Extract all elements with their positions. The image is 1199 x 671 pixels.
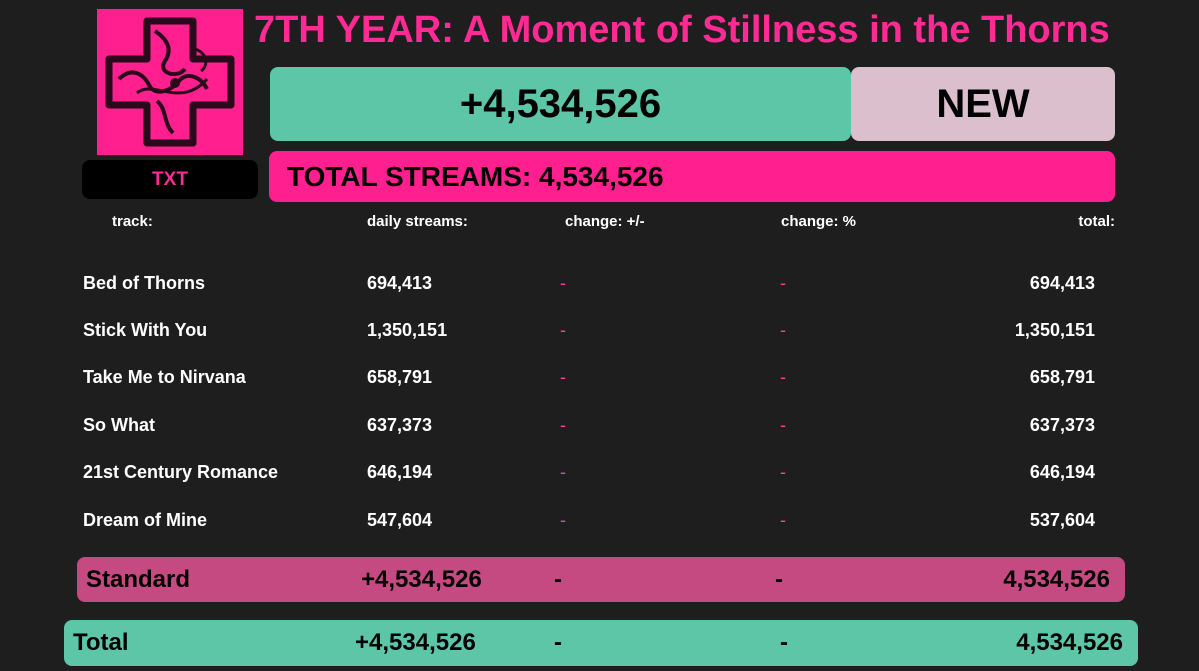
track-daily: 1,350,151	[367, 320, 448, 340]
table-row: 21st Century Romance 646,194 - - 646,194	[0, 457, 1199, 487]
track-name: Take Me to Nirvana	[83, 367, 246, 387]
track-change: -	[560, 462, 566, 482]
column-header-daily: daily streams:	[367, 213, 468, 230]
grand-total-change: -	[554, 629, 562, 656]
status-badge: NEW	[851, 67, 1115, 141]
column-header-change: change: +/-	[565, 213, 645, 230]
grand-total-label: Total	[73, 629, 129, 656]
column-header-track: track:	[112, 213, 153, 230]
track-percent: -	[780, 510, 786, 530]
table-row: So What 637,373 - - 637,373	[0, 410, 1199, 440]
track-total: 658,791	[1029, 367, 1095, 387]
table-row: Stick With You 1,350,151 - - 1,350,151	[0, 315, 1199, 345]
grand-total-daily: +4,534,526	[355, 629, 476, 656]
track-total: 1,350,151	[1014, 320, 1095, 340]
album-cover-cross-icon	[97, 9, 243, 155]
track-total: 637,373	[1029, 415, 1095, 435]
track-percent: -	[780, 415, 786, 435]
standard-edition-summary: Standard +4,534,526 - - 4,534,526	[77, 557, 1125, 602]
table-row: Take Me to Nirvana 658,791 - - 658,791	[0, 362, 1199, 392]
track-percent: -	[780, 273, 786, 293]
track-daily: 694,413	[367, 273, 433, 293]
standard-change: -	[554, 565, 562, 593]
track-change: -	[560, 510, 566, 530]
grand-total-percent: -	[780, 629, 788, 656]
track-total: 537,604	[1029, 510, 1095, 530]
track-name: Dream of Mine	[83, 510, 208, 530]
track-total: 646,194	[1029, 462, 1095, 482]
track-percent: -	[780, 320, 786, 340]
track-change: -	[560, 273, 566, 293]
track-name: Stick With You	[83, 320, 208, 340]
album-cover	[97, 9, 243, 155]
track-change: -	[560, 367, 566, 387]
grand-total-summary: Total +4,534,526 - - 4,534,526	[64, 620, 1138, 666]
standard-percent: -	[775, 565, 783, 593]
total-streams-banner: TOTAL STREAMS: 4,534,526	[269, 151, 1115, 202]
track-name: Bed of Thorns	[83, 273, 205, 293]
daily-streams-change: +4,534,526	[270, 67, 851, 141]
track-daily: 547,604	[367, 510, 433, 530]
track-name: So What	[83, 415, 155, 435]
standard-daily: +4,534,526	[361, 565, 482, 593]
table-row: Dream of Mine 547,604 - - 537,604	[0, 505, 1199, 535]
track-daily: 658,791	[367, 367, 433, 387]
grand-total-value: 4,534,526	[1016, 629, 1123, 656]
table-row: Bed of Thorns 694,413 - - 694,413	[0, 268, 1199, 298]
column-header-total: total:	[1078, 213, 1115, 230]
column-header-percent: change: %	[781, 213, 857, 230]
track-total: 694,413	[1029, 273, 1095, 293]
artist-name: TXT	[82, 160, 258, 199]
track-change: -	[560, 415, 566, 435]
track-change: -	[560, 320, 566, 340]
track-daily: 646,194	[367, 462, 433, 482]
track-name: 21st Century Romance	[83, 462, 279, 482]
album-title: 7TH YEAR: A Moment of Stillness in the T…	[254, 9, 1110, 51]
standard-label: Standard	[86, 565, 191, 593]
track-daily: 637,373	[367, 415, 433, 435]
track-percent: -	[780, 462, 786, 482]
track-percent: -	[780, 367, 786, 387]
standard-total: 4,534,526	[1003, 565, 1110, 593]
